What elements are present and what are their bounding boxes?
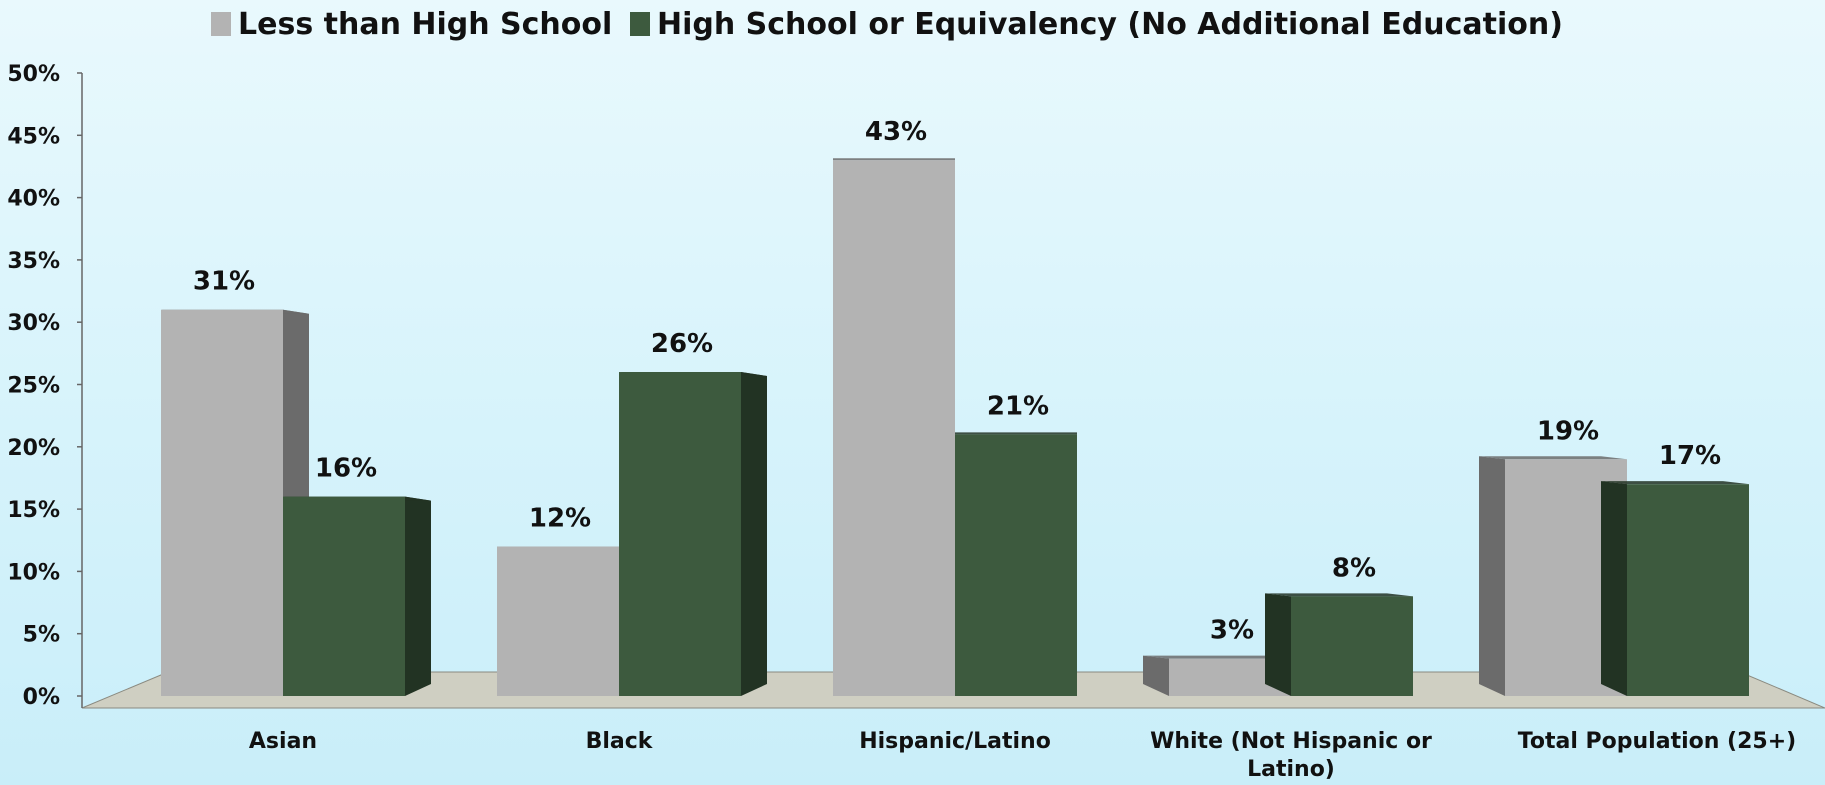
bar-side-white-not-hispanic-or-latino-less-than-hs — [1143, 655, 1169, 696]
bar-black-hs-equivalency — [619, 372, 741, 696]
data-label-total-population-25-hs-equivalency: 17% — [1659, 441, 1721, 471]
bar-top-total-population-25-hs-equivalency — [1601, 481, 1749, 485]
legend-label-less-than-high-school: Less than High School — [238, 7, 612, 42]
data-label-white-not-hispanic-or-latino-less-than-hs: 3% — [1210, 616, 1254, 646]
y-tick-label: 25% — [7, 374, 60, 399]
y-tick-label: 35% — [7, 249, 60, 274]
bar-total-population-25-hs-equivalency — [1627, 484, 1749, 696]
bar-asian-hs-equivalency — [283, 496, 405, 696]
bar-hispanic-latino-hs-equivalency — [955, 434, 1077, 696]
bar-asian-less-than-hs — [161, 309, 283, 696]
y-tick-label: 45% — [7, 124, 60, 149]
category-label-white-not-hispanic-or-latino: White (Not Hispanic or Latino) — [1150, 729, 1432, 782]
bar-side-asian-hs-equivalency — [405, 496, 431, 696]
y-tick-label: 50% — [7, 62, 60, 87]
bar-top-total-population-25-less-than-hs — [1479, 456, 1627, 460]
y-tick-label: 5% — [23, 623, 60, 648]
bar-side-total-population-25-hs-equivalency — [1601, 481, 1627, 696]
data-label-black-less-than-hs: 12% — [529, 503, 591, 533]
y-tick-label: 20% — [7, 436, 60, 461]
y-tick-label: 30% — [7, 311, 60, 336]
bar-white-not-hispanic-or-latino-hs-equivalency — [1291, 596, 1413, 696]
data-label-asian-less-than-hs: 31% — [193, 267, 255, 297]
category-label-total-population-25: Total Population (25+) — [1518, 729, 1796, 754]
bar-side-black-hs-equivalency — [741, 372, 767, 696]
category-label-hispanic-latino: Hispanic/Latino — [859, 729, 1051, 754]
bar-top-white-not-hispanic-or-latino-less-than-hs — [1143, 655, 1291, 659]
data-labels: 31% 16% 12% 26% 43% 21% 3% 8% 19% 17% — [193, 117, 1721, 645]
data-label-black-hs-equivalency: 26% — [651, 329, 713, 359]
bar-top-white-not-hispanic-or-latino-hs-equivalency — [1265, 593, 1413, 597]
bar-hispanic-latino-less-than-hs — [833, 160, 955, 697]
x-axis-categories: Asian Black Hispanic/Latino White (Not Hisp… — [249, 729, 1796, 782]
y-tick-label: 40% — [7, 187, 60, 212]
bar-top-hispanic-latino-hs-equivalency — [955, 432, 1077, 435]
data-label-hispanic-latino-hs-equivalency: 21% — [987, 391, 1049, 421]
category-label-black: Black — [586, 729, 654, 754]
y-tick-label: 0% — [23, 685, 60, 710]
legend-label-high-school-equivalency: High School or Equivalency (No Additiona… — [657, 7, 1563, 42]
legend: Less than High School High School or Equ… — [211, 7, 1563, 42]
y-tick-label: 15% — [7, 498, 60, 523]
legend-swatch-less-than-high-school — [211, 12, 231, 36]
data-label-asian-hs-equivalency: 16% — [315, 454, 377, 484]
bar-top-hispanic-latino-less-than-hs — [833, 158, 955, 161]
category-label-asian: Asian — [249, 729, 317, 754]
data-label-total-population-25-less-than-hs: 19% — [1537, 416, 1599, 446]
y-tick-label: 10% — [7, 560, 60, 585]
bar-black-less-than-hs — [497, 546, 619, 696]
bar-side-white-not-hispanic-or-latino-hs-equivalency — [1265, 593, 1291, 696]
y-axis: 0% 5% 10% 15% 20% 25% 30% 35% 40% 45% 50% — [7, 62, 83, 710]
legend-swatch-high-school-equivalency — [630, 12, 650, 36]
bars — [161, 158, 1749, 697]
data-label-white-not-hispanic-or-latino-hs-equivalency: 8% — [1332, 553, 1376, 583]
data-label-hispanic-latino-less-than-hs: 43% — [865, 117, 927, 147]
bar-side-total-population-25-less-than-hs — [1479, 456, 1505, 696]
